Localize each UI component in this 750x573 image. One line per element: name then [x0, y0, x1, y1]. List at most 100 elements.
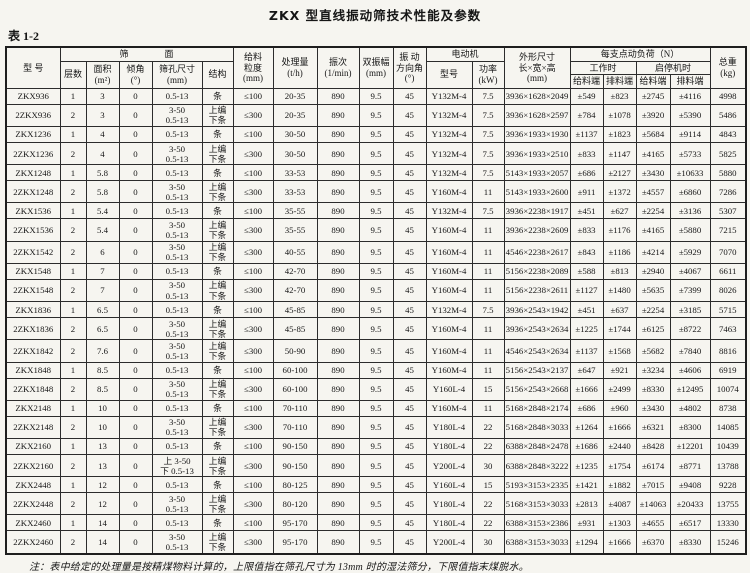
cell-start_feed_end: ±4557 [635, 180, 671, 204]
cell-model: ZKX1536 [5, 202, 61, 220]
cell-start_discharge_end: ±4067 [669, 262, 711, 280]
cell-start_feed_end: ±5682 [635, 339, 671, 363]
cell-amplitude: 9.5 [358, 476, 394, 494]
cell-work_discharge_end: ±813 [602, 262, 637, 280]
cell-amplitude: 9.5 [358, 142, 394, 166]
cell-motor_power: 22 [471, 415, 505, 440]
table-row: 2ZKX1542 2 6 0 3-50 0.5-13 上编 下条 ≤300 40-55 890 9… [5, 240, 747, 264]
cell-mesh: 3-50 0.5-13 [151, 142, 203, 166]
header-incline: 倾角 (°) [118, 60, 153, 89]
cell-mesh: 0.5-13 [151, 438, 203, 456]
cell-capacity: 30-50 [272, 142, 318, 166]
cell-motor_model: Y132M-4 [425, 301, 473, 319]
cell-frequency: 890 [316, 415, 360, 440]
cell-feed_size: ≤300 [232, 530, 274, 555]
cell-area: 3 [85, 87, 120, 105]
header-feed-size: 给料 粒度 (mm) [232, 46, 274, 89]
cell-model: ZKX1548 [5, 262, 61, 280]
cell-dimensions: 5143×1933×2057 [503, 164, 571, 182]
cell-structure: 上编 下条 [201, 240, 234, 264]
cell-total_weight: 13788 [709, 454, 747, 478]
cell-frequency: 890 [316, 262, 360, 280]
cell-motor_model: Y160L-4 [425, 377, 473, 401]
cell-structure: 上编 下条 [201, 415, 234, 440]
cell-frequency: 890 [316, 514, 360, 532]
cell-feed_size: ≤300 [232, 415, 274, 440]
cell-work_discharge_end: ±1078 [602, 103, 637, 128]
cell-motor_power: 7.5 [471, 164, 505, 182]
table-row: 2ZKX2148 2 10 0 3-50 0.5-13 上编 下条 ≤300 70-110 89… [5, 415, 747, 440]
cell-direction_angle: 45 [392, 492, 427, 516]
cell-motor_model: Y132M-4 [425, 87, 473, 105]
cell-motor_power: 7.5 [471, 301, 505, 319]
cell-start_feed_end: ±5684 [635, 126, 671, 144]
header-direction-angle: 振 动 方向角 (°) [392, 46, 427, 89]
cell-layers: 2 [59, 377, 87, 401]
cell-area: 13 [85, 454, 120, 478]
cell-start_feed_end: ±4165 [635, 142, 671, 166]
cell-motor_model: Y132M-4 [425, 202, 473, 220]
cell-work_feed_end: ±1137 [569, 126, 604, 144]
table-row: ZKX936 1 3 0 0.5-13 条 ≤100 20-35 890 9.5 45 Y132M-4… [5, 87, 747, 105]
cell-amplitude: 9.5 [358, 415, 394, 440]
cell-total_weight: 13330 [709, 514, 747, 532]
cell-motor_model: Y160M-4 [425, 317, 473, 341]
cell-mesh: 3-50 0.5-13 [151, 180, 203, 204]
table-row: 2ZKX1836 2 6.5 0 3-50 0.5-13 上编 下条 ≤300 45-85 89… [5, 317, 747, 341]
cell-mesh: 3-50 0.5-13 [151, 240, 203, 264]
cell-incline: 0 [118, 361, 153, 379]
cell-dimensions: 3936×1628×2597 [503, 103, 571, 128]
cell-mesh: 0.5-13 [151, 514, 203, 532]
cell-area: 5.8 [85, 180, 120, 204]
table-row: 2ZKX1236 2 4 0 3-50 0.5-13 上编 下条 ≤300 30-50 890 9… [5, 142, 747, 166]
cell-motor_model: Y160M-4 [425, 262, 473, 280]
cell-work_feed_end: ±588 [569, 262, 604, 280]
cell-amplitude: 9.5 [358, 377, 394, 401]
cell-start_feed_end: ±3430 [635, 164, 671, 182]
cell-dimensions: 5168×2848×2174 [503, 399, 571, 417]
cell-incline: 0 [118, 438, 153, 456]
cell-work_feed_end: ±549 [569, 87, 604, 105]
cell-area: 4 [85, 126, 120, 144]
cell-total_weight: 7070 [709, 240, 747, 264]
cell-feed_size: ≤100 [232, 301, 274, 319]
cell-motor_power: 22 [471, 514, 505, 532]
cell-incline: 0 [118, 126, 153, 144]
cell-structure: 条 [201, 87, 234, 105]
cell-motor_model: Y160M-4 [425, 278, 473, 303]
cell-start_discharge_end: ±5733 [669, 142, 711, 166]
cell-direction_angle: 45 [392, 126, 427, 144]
cell-dimensions: 5193×3153×2335 [503, 476, 571, 494]
cell-frequency: 890 [316, 317, 360, 341]
table-row: 2ZKX2460 2 14 0 3-50 0.5-13 上编 下条 ≤300 95-170 89… [5, 530, 747, 555]
cell-motor_power: 11 [471, 240, 505, 264]
cell-work_discharge_end: ±921 [602, 361, 637, 379]
cell-total_weight: 5307 [709, 202, 747, 220]
cell-dimensions: 6388×2848×2478 [503, 438, 571, 456]
cell-direction_angle: 45 [392, 87, 427, 105]
cell-feed_size: ≤100 [232, 126, 274, 144]
cell-capacity: 60-100 [272, 377, 318, 401]
cell-dimensions: 3936×2543×1942 [503, 301, 571, 319]
cell-start_discharge_end: ±4606 [669, 361, 711, 379]
cell-dimensions: 5156×2543×2668 [503, 377, 571, 401]
cell-incline: 0 [118, 103, 153, 128]
cell-structure: 上编 下条 [201, 278, 234, 303]
cell-motor_power: 7.5 [471, 126, 505, 144]
cell-start_feed_end: ±6370 [635, 530, 671, 555]
header-feed-end-working: 给料端 [569, 74, 604, 89]
cell-area: 14 [85, 514, 120, 532]
cell-mesh: 0.5-13 [151, 87, 203, 105]
cell-structure: 条 [201, 438, 234, 456]
cell-start_feed_end: ±6174 [635, 454, 671, 478]
cell-start_discharge_end: ±3185 [669, 301, 711, 319]
cell-frequency: 890 [316, 87, 360, 105]
cell-model: 2ZKX1842 [5, 339, 61, 363]
cell-motor_power: 7.5 [471, 87, 505, 105]
cell-amplitude: 9.5 [358, 361, 394, 379]
table-row: 2ZKX1848 2 8.5 0 3-50 0.5-13 上编 下条 ≤300 60-100 8… [5, 377, 747, 401]
cell-start_discharge_end: ±6517 [669, 514, 711, 532]
table-label: 表 1-2 [8, 29, 39, 43]
cell-direction_angle: 45 [392, 301, 427, 319]
table-row: ZKX1248 1 5.8 0 0.5-13 条 ≤100 33-53 890 9.5 45 Y132… [5, 164, 747, 182]
